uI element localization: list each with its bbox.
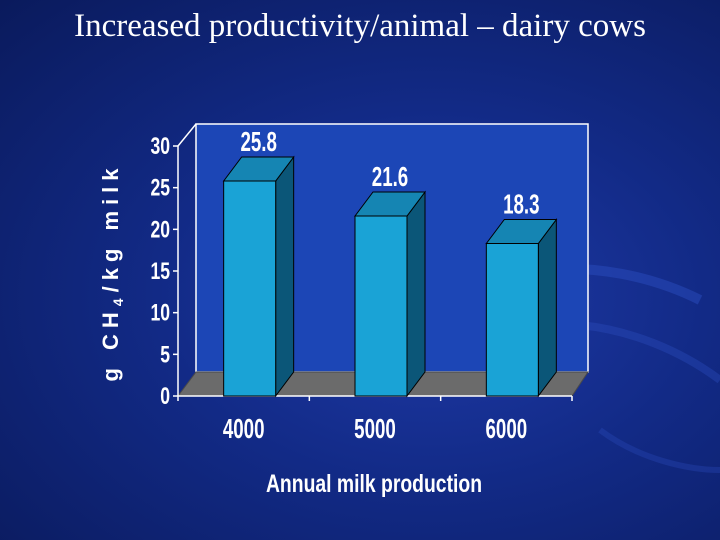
y-axis-title: g CH4/kg milk bbox=[98, 162, 126, 381]
y-axis-depth-top bbox=[177, 123, 197, 147]
bar-front-face bbox=[354, 215, 408, 397]
y-tick-label: 20 bbox=[150, 217, 170, 243]
y-tick-label: 0 bbox=[160, 383, 170, 409]
bar-top-face bbox=[485, 219, 558, 244]
y-tick-label: 15 bbox=[150, 258, 170, 284]
data-label-5000: 21.6 bbox=[372, 161, 408, 191]
y-axis-title-subscript: 4 bbox=[110, 292, 126, 306]
y-tick-label: 25 bbox=[150, 175, 170, 201]
y-tick-label: 5 bbox=[160, 342, 170, 368]
bar-4000 bbox=[222, 155, 295, 398]
bar-top-face bbox=[354, 191, 426, 217]
bar-side-face bbox=[406, 190, 426, 398]
data-label-4000: 25.8 bbox=[240, 126, 276, 156]
bar-front-face bbox=[223, 180, 277, 397]
x-tick-label-5000: 5000 bbox=[354, 413, 396, 443]
data-label-6000: 18.3 bbox=[503, 189, 539, 219]
y-tick-label: 10 bbox=[150, 300, 170, 326]
slide-title: Increased productivity/animal – dairy co… bbox=[74, 8, 646, 44]
bar-6000 bbox=[485, 218, 558, 398]
bar-front-face bbox=[485, 243, 539, 397]
bar-5000 bbox=[354, 190, 426, 398]
bar-top-face bbox=[222, 156, 295, 182]
x-tick-label-4000: 4000 bbox=[223, 413, 265, 443]
x-tick-label-6000: 6000 bbox=[486, 413, 528, 443]
bar-side-face bbox=[275, 155, 295, 398]
y-tick-label: 30 bbox=[150, 133, 170, 159]
y-axis-title-suffix: /kg milk bbox=[98, 162, 123, 292]
y-axis-title-prefix: g CH bbox=[98, 306, 123, 381]
x-axis-title: Annual milk production bbox=[266, 470, 482, 498]
bar-side-face bbox=[537, 218, 557, 398]
